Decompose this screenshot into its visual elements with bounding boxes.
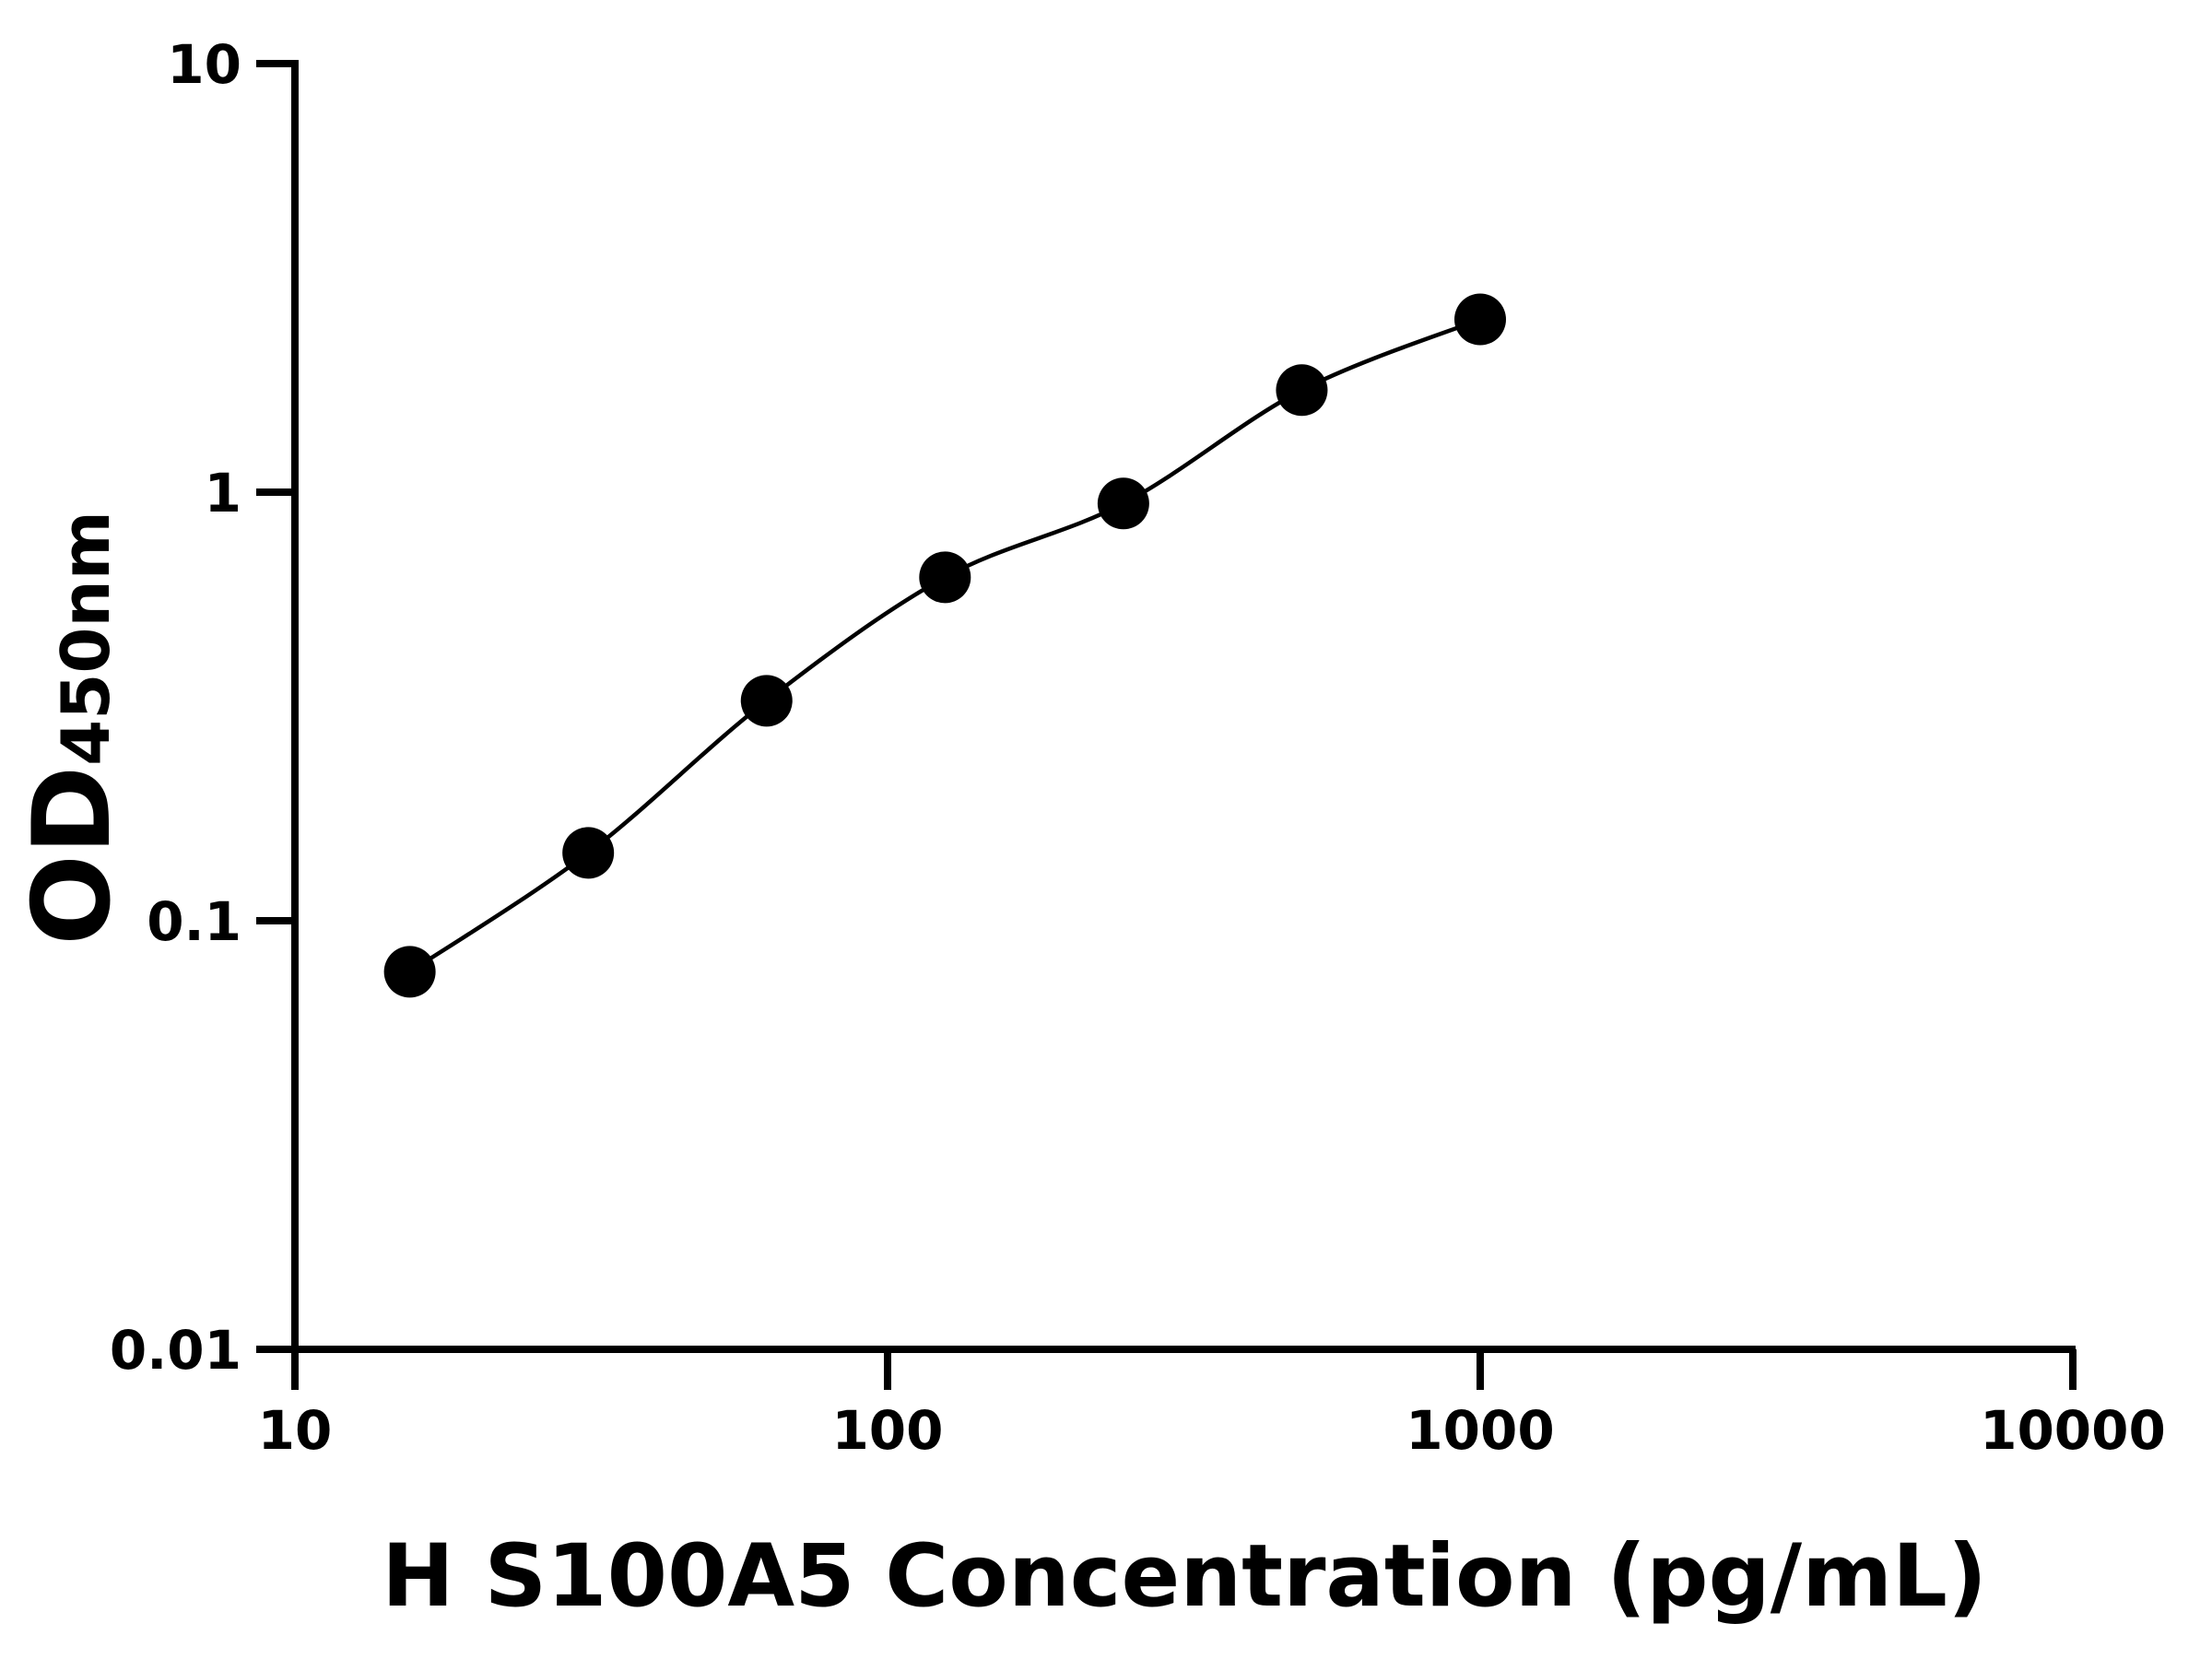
data-point	[740, 675, 793, 727]
x-tick-label: 10	[258, 1399, 333, 1462]
fit-curve	[408, 317, 1481, 974]
x-axis-title: H S100A5 Concentration (pg/mL)	[382, 1526, 1987, 1627]
y-tick-label: 10	[167, 33, 241, 96]
data-point	[562, 827, 615, 879]
y-axis-title-main: OD	[10, 766, 135, 946]
x-tick-label: 100	[831, 1399, 943, 1462]
ticks: 10 100 1000 10000 0.01 0.1 1 10	[110, 33, 2166, 1462]
x-tick-label: 10000	[1980, 1399, 2166, 1462]
data-point	[1276, 364, 1328, 417]
y-tick-label: 1	[205, 462, 241, 524]
x-tick-label: 1000	[1406, 1399, 1554, 1462]
data-point	[1454, 293, 1506, 346]
data-point	[1097, 477, 1149, 530]
y-axis-title: OD450nm	[10, 511, 135, 945]
data-point	[383, 946, 436, 998]
data-point	[919, 551, 971, 604]
data-points-layer	[383, 293, 1506, 998]
axes	[291, 60, 2076, 1353]
fit-curve-layer	[408, 317, 1481, 974]
y-tick-label: 0.1	[147, 890, 241, 953]
y-tick-label: 0.01	[110, 1319, 241, 1382]
y-axis-title-subscript: 450nm	[47, 511, 124, 766]
